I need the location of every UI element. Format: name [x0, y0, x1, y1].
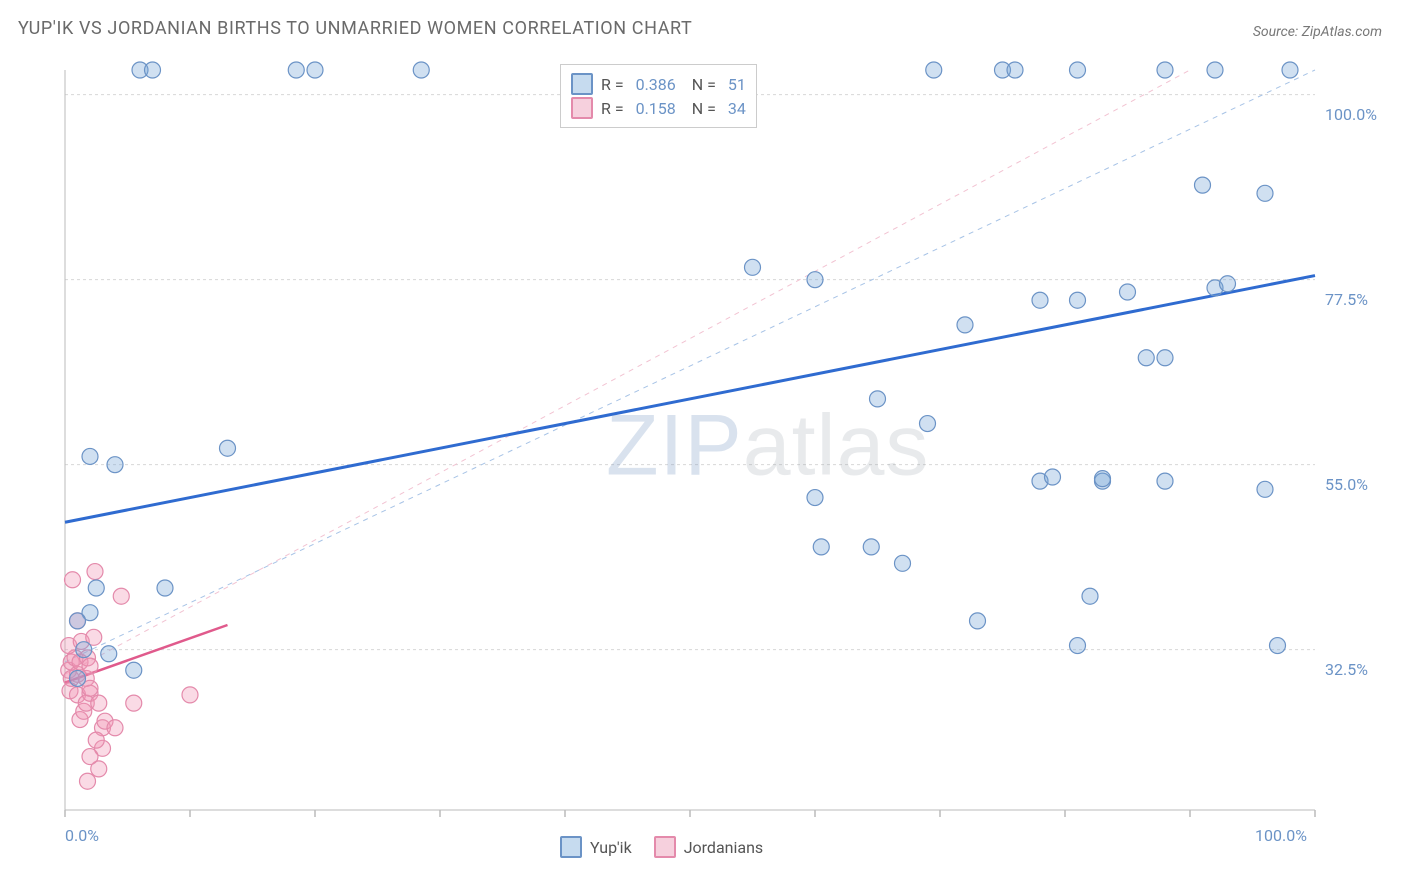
legend-row: R = 0.386 N = 51 [571, 73, 746, 95]
ytick-label: 55.0% [1325, 475, 1368, 494]
legend-swatch [654, 836, 676, 858]
scatter-plot [55, 60, 1325, 820]
legend-correlation: R = 0.386 N = 51R = 0.158 N = 34 [560, 64, 757, 128]
legend-series-label: Yup'ik [590, 838, 632, 857]
ytick-label: 32.5% [1325, 660, 1368, 679]
chart-title: YUP'IK VS JORDANIAN BIRTHS TO UNMARRIED … [18, 18, 692, 39]
legend-series: Yup'ik Jordanians [560, 836, 763, 858]
legend-r-value: 0.386 [636, 75, 676, 94]
legend-r-label: R = [601, 75, 628, 94]
legend-n-label: N = [684, 99, 720, 118]
legend-series-label: Jordanians [684, 838, 763, 857]
plot-svg [55, 60, 1325, 820]
legend-r-label: R = [601, 99, 628, 118]
ytick-label: 77.5% [1325, 290, 1368, 309]
legend-swatch [571, 73, 593, 95]
legend-series-item: Jordanians [654, 836, 763, 858]
legend-n-label: N = [684, 75, 720, 94]
legend-row: R = 0.158 N = 34 [571, 97, 746, 119]
legend-series-item: Yup'ik [560, 836, 632, 858]
legend-swatch [560, 836, 582, 858]
legend-r-value: 0.158 [636, 99, 676, 118]
xtick-label: 100.0% [1255, 826, 1307, 845]
legend-n-value: 51 [728, 75, 746, 94]
legend-swatch [571, 97, 593, 119]
source-label: Source: ZipAtlas.com [1253, 24, 1382, 40]
ytick-label: 100.0% [1325, 105, 1377, 124]
legend-n-value: 34 [728, 99, 746, 118]
xtick-label: 0.0% [65, 826, 99, 845]
